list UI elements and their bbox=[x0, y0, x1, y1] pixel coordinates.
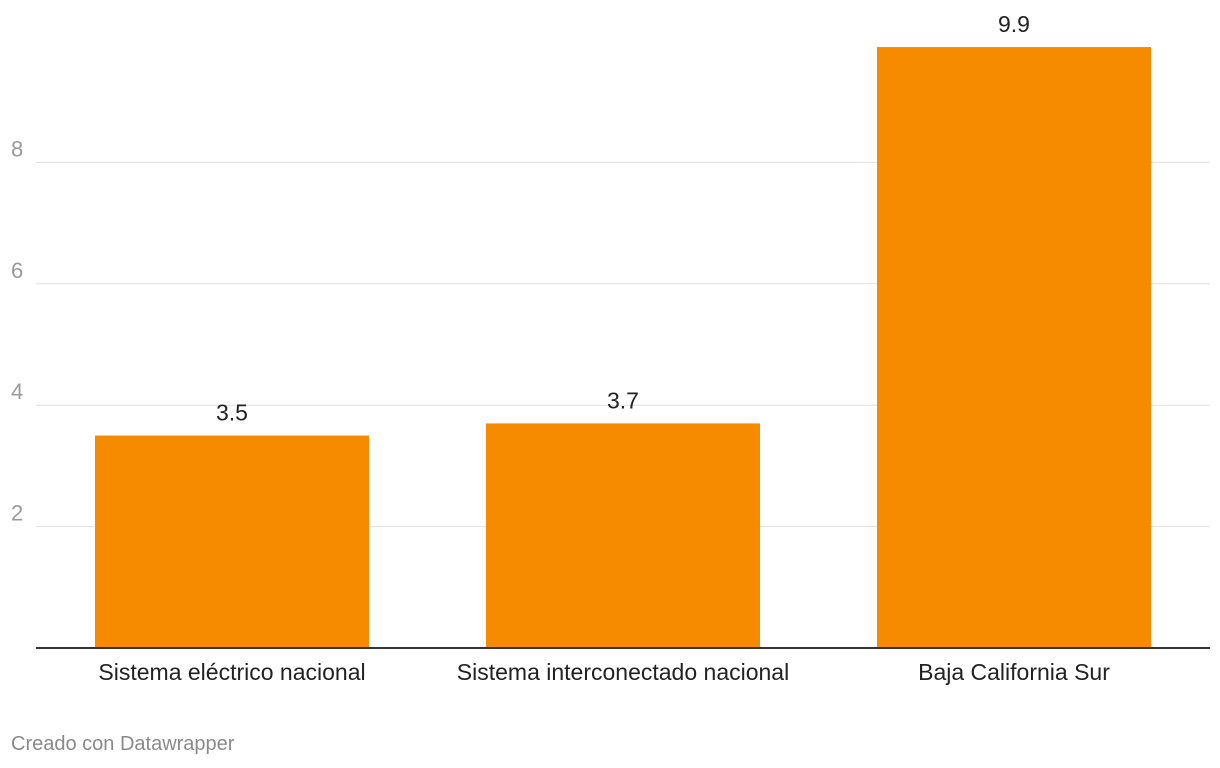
bar-chart: 2 4 6 8 3.5 3.7 9.9 Sistema eléctrico naciona… bbox=[11, 11, 1210, 685]
data-labels: 3.5 3.7 9.9 bbox=[216, 11, 1030, 425]
bar bbox=[95, 435, 369, 648]
data-label: 3.5 bbox=[216, 400, 248, 426]
category-label: Baja California Sur bbox=[918, 659, 1110, 685]
data-label: 9.9 bbox=[998, 11, 1030, 37]
data-label: 3.7 bbox=[607, 387, 639, 413]
y-tick-label: 6 bbox=[11, 258, 23, 283]
y-tick-label: 4 bbox=[11, 379, 23, 404]
category-label: Sistema eléctrico nacional bbox=[98, 659, 365, 685]
y-axis-ticks: 2 4 6 8 bbox=[11, 136, 23, 525]
y-tick-label: 8 bbox=[11, 136, 23, 161]
bars bbox=[95, 47, 1151, 648]
bar bbox=[486, 423, 760, 648]
y-tick-label: 2 bbox=[11, 501, 23, 526]
credit-text: Creado con Datawrapper bbox=[11, 733, 235, 755]
x-axis-categories: Sistema eléctrico nacional Sistema interc… bbox=[98, 659, 1110, 685]
bar bbox=[877, 47, 1151, 648]
category-label: Sistema interconectado nacional bbox=[457, 659, 789, 685]
